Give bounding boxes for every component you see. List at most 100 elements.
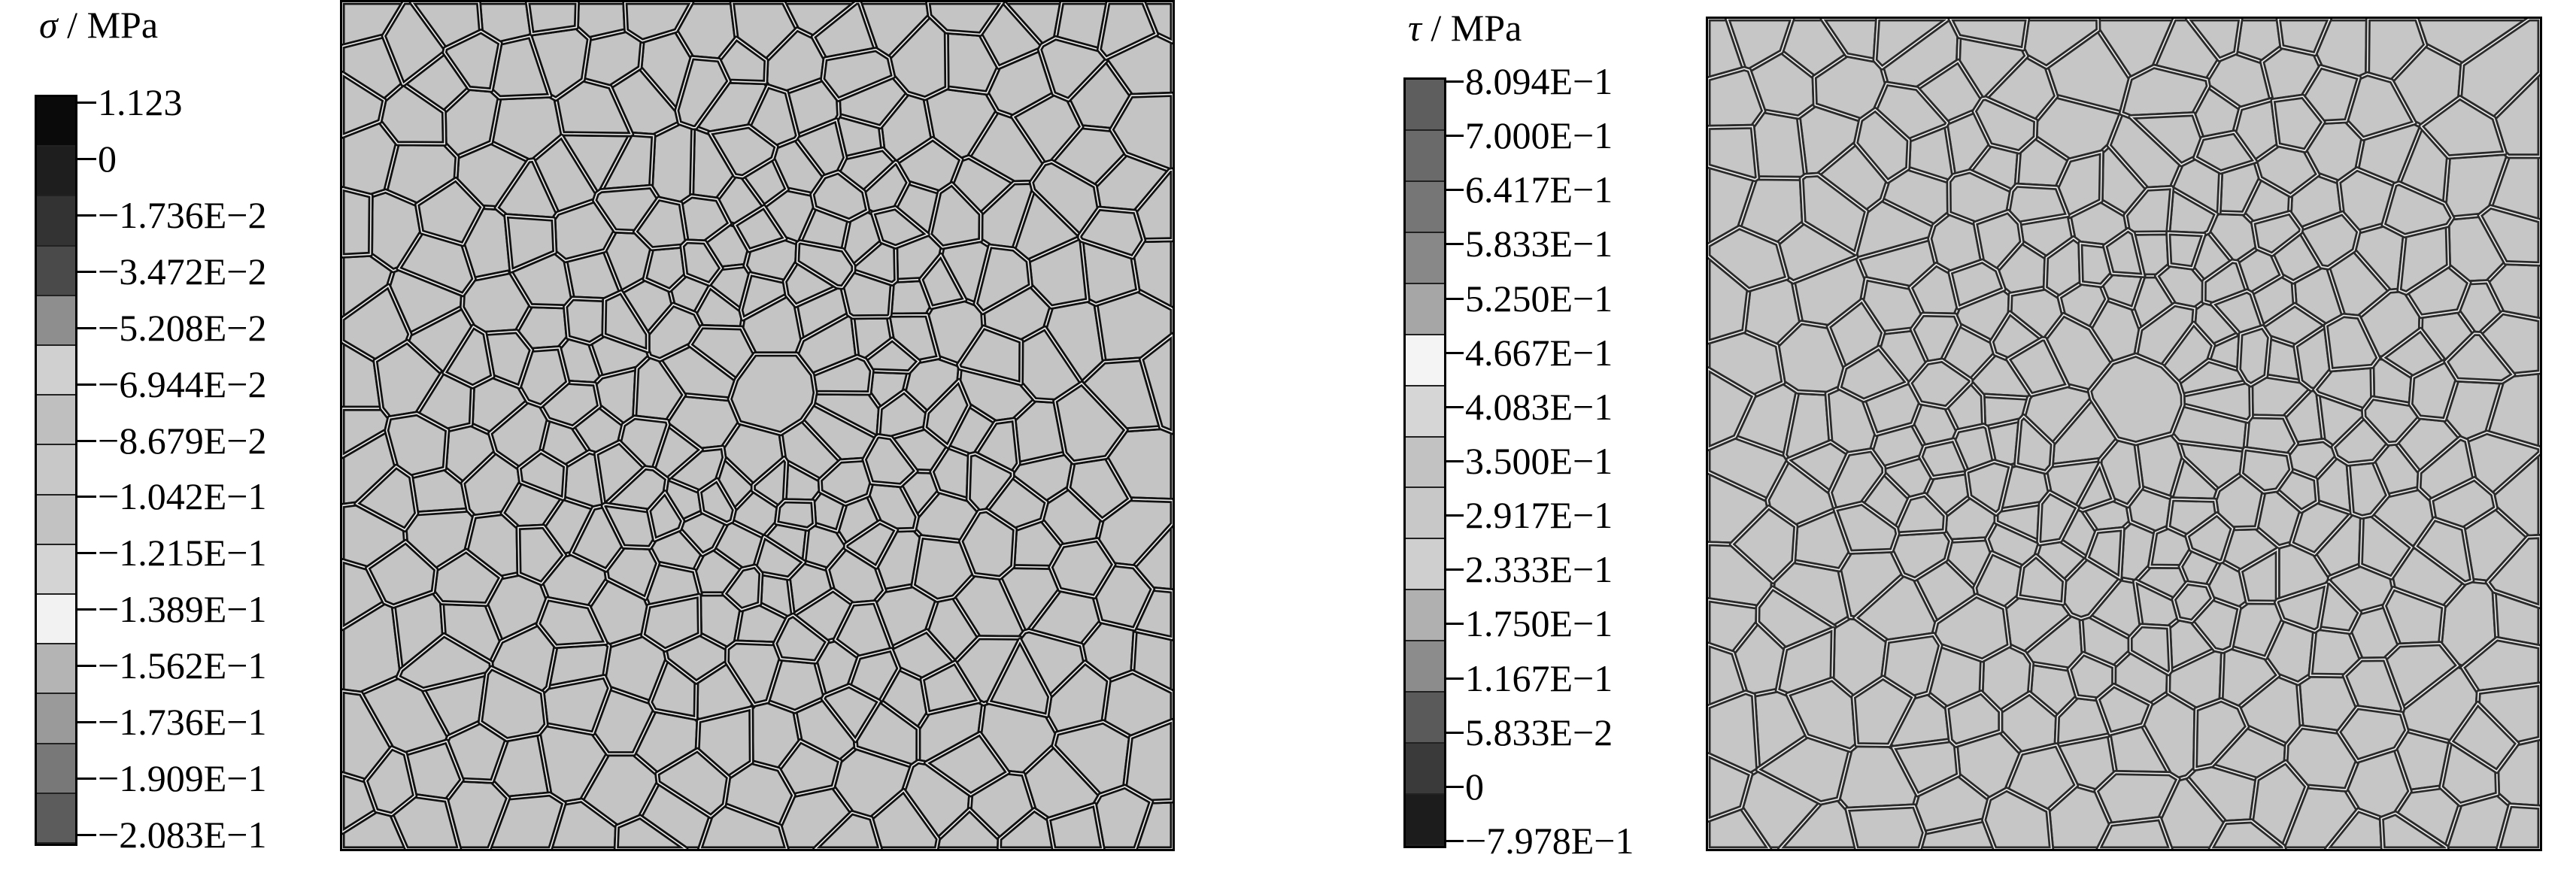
tau-colorbar-label: −7.978E−1 xyxy=(1465,820,1634,862)
sigma-colorbar-segment xyxy=(37,595,75,645)
sigma-colorbar-tick xyxy=(75,102,96,104)
tau-grain-mesh xyxy=(1706,17,2542,851)
tau-colorbar-segment xyxy=(1406,795,1444,846)
sigma-colorbar-segment xyxy=(37,196,75,247)
tau-colorbar-tick xyxy=(1444,731,1464,734)
sigma-colorbar-tick xyxy=(75,777,96,781)
tau-colorbar-label: 4.667E−1 xyxy=(1465,331,1613,374)
tau-colorbar-label: 4.083E−1 xyxy=(1465,385,1613,428)
sigma-colorbar-label: −1.562E−1 xyxy=(98,644,267,687)
tau-colorbar-label: 3.500E−1 xyxy=(1465,440,1613,482)
tau-colorbar-tick xyxy=(1444,243,1464,246)
sigma-colorbar-label: −1.736E−2 xyxy=(98,193,267,236)
sigma-colorbar-segment xyxy=(37,445,75,496)
sigma-colorbar-segment xyxy=(37,97,75,147)
tau-colorbar-segment xyxy=(1406,437,1444,489)
sigma-colorbar-segment xyxy=(37,744,75,794)
tau-colorbar-segment xyxy=(1406,181,1444,233)
sigma-colorbar-segment xyxy=(37,246,75,296)
tau-colorbar xyxy=(1403,77,1446,848)
sigma-colorbar-tick xyxy=(75,834,96,836)
sigma-grain-mesh xyxy=(340,0,1175,851)
sigma-colorbar-tick xyxy=(75,552,96,555)
tau-colorbar-tick xyxy=(1444,514,1464,517)
sigma-colorbar-tick xyxy=(75,270,96,273)
sigma-colorbar-label: 0 xyxy=(98,137,117,180)
tau-colorbar-tick xyxy=(1444,568,1464,571)
sigma-colorbar-label: −6.944E−2 xyxy=(98,362,267,405)
tau-colorbar-tick xyxy=(1444,297,1464,300)
tau-colorbar-label: 1.750E−1 xyxy=(1465,602,1613,645)
tau-colorbar-tick xyxy=(1444,623,1464,626)
tau-symbol: τ xyxy=(1408,7,1422,49)
sigma-colorbar-segment xyxy=(37,544,75,595)
sigma-unit: / MPa xyxy=(57,4,159,46)
sigma-colorbar-tick xyxy=(75,608,96,611)
tau-colorbar-label: 5.250E−1 xyxy=(1465,277,1613,320)
tau-colorbar-tick xyxy=(1444,135,1464,138)
sigma-colorbar-segment xyxy=(37,296,75,346)
sigma-colorbar-segment xyxy=(37,147,75,197)
tau-colorbar-tick xyxy=(1444,80,1464,83)
tau-colorbar-segment xyxy=(1406,386,1444,438)
tau-colorbar-label: 5.833E−1 xyxy=(1465,223,1613,265)
tau-colorbar-segment xyxy=(1406,590,1444,642)
sigma-colorbar-segment xyxy=(37,495,75,545)
sigma-colorbar-tick xyxy=(75,214,96,217)
sigma-colorbar-tick xyxy=(75,439,96,442)
tau-colorbar-label: 5.833E−2 xyxy=(1465,711,1613,753)
sigma-colorbar-label: −3.472E−2 xyxy=(98,250,267,293)
tau-legend-title: τ / MPa xyxy=(1408,6,1522,50)
sigma-colorbar-label: −1.042E−1 xyxy=(98,475,267,518)
tau-colorbar-segment xyxy=(1406,744,1444,796)
sigma-colorbar-segment xyxy=(37,694,75,744)
tau-colorbar-tick xyxy=(1444,677,1464,680)
sigma-colorbar-label: −8.679E−2 xyxy=(98,419,267,462)
tau-colorbar-label: 0 xyxy=(1465,765,1484,808)
sigma-colorbar-label: −2.083E−1 xyxy=(98,814,267,856)
tau-colorbar-tick xyxy=(1444,189,1464,192)
tau-colorbar-label: 2.917E−1 xyxy=(1465,494,1613,537)
tau-colorbar-segment xyxy=(1406,130,1444,182)
tau-colorbar-segment xyxy=(1406,283,1444,335)
tau-colorbar-segment xyxy=(1406,80,1444,131)
tau-colorbar-label: 2.333E−1 xyxy=(1465,548,1613,591)
tau-colorbar-label: 7.000E−1 xyxy=(1465,114,1613,157)
sigma-colorbar-label: −1.215E−1 xyxy=(98,532,267,574)
tau-colorbar-tick xyxy=(1444,840,1464,842)
tau-colorbar-segment xyxy=(1406,641,1444,693)
sigma-colorbar-segment xyxy=(37,346,75,396)
grain-boundaries xyxy=(342,2,1173,849)
sigma-colorbar-tick xyxy=(75,383,96,386)
tau-colorbar-segment xyxy=(1406,488,1444,540)
sigma-colorbar-label: −1.736E−1 xyxy=(98,701,267,744)
sigma-colorbar-tick xyxy=(75,326,96,329)
tau-colorbar-label: 8.094E−1 xyxy=(1465,60,1613,102)
tau-colorbar-segment xyxy=(1406,693,1444,744)
grain-boundaries xyxy=(1708,19,2540,849)
sigma-colorbar-label: −5.208E−2 xyxy=(98,306,267,349)
tau-colorbar-segment xyxy=(1406,539,1444,591)
sigma-colorbar-tick xyxy=(75,721,96,724)
tau-colorbar-tick xyxy=(1444,405,1464,408)
tau-unit: / MPa xyxy=(1421,7,1522,49)
sigma-colorbar xyxy=(35,95,77,846)
sigma-colorbar-tick xyxy=(75,157,96,160)
sigma-symbol: σ xyxy=(39,4,58,46)
tau-colorbar-tick xyxy=(1444,785,1464,788)
tau-colorbar-tick xyxy=(1444,351,1464,354)
tau-colorbar-segment xyxy=(1406,232,1444,284)
sigma-colorbar-label: −1.389E−1 xyxy=(98,588,267,631)
sigma-colorbar-label: −1.909E−1 xyxy=(98,757,267,800)
sigma-colorbar-segment xyxy=(37,644,75,695)
tau-colorbar-tick xyxy=(1444,460,1464,462)
tau-colorbar-segment xyxy=(1406,335,1444,386)
sigma-colorbar-tick xyxy=(75,665,96,668)
sigma-colorbar-segment xyxy=(37,396,75,446)
sigma-legend-title: σ / MPa xyxy=(39,3,158,47)
sigma-colorbar-label: 1.123 xyxy=(98,81,183,123)
sigma-colorbar-segment xyxy=(37,793,75,844)
sigma-colorbar-tick xyxy=(75,496,96,499)
tau-colorbar-label: 1.167E−1 xyxy=(1465,656,1613,699)
tau-colorbar-label: 6.417E−1 xyxy=(1465,168,1613,211)
